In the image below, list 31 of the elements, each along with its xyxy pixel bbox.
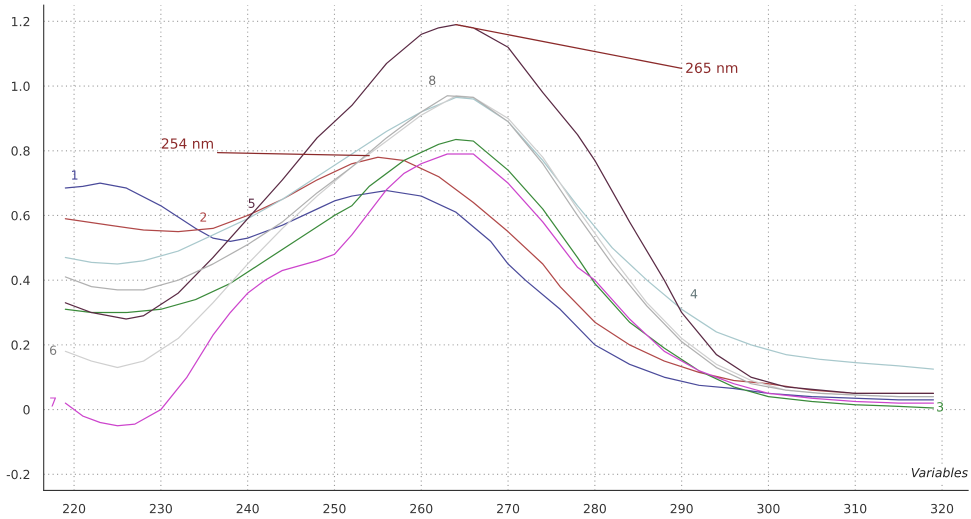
series-label: 8 <box>429 76 436 86</box>
x-tick-label: 300 <box>757 504 780 514</box>
series-label: 4 <box>690 289 698 298</box>
series-label: 3 <box>937 402 944 412</box>
x-tick-label: 320 <box>931 504 954 514</box>
y-tick-label: 0.4 <box>11 276 30 286</box>
y-tick-label: 0.2 <box>11 340 30 350</box>
annotation: 254 nm <box>162 138 213 149</box>
line-series <box>64 24 934 394</box>
series-label: 1 <box>72 170 78 180</box>
x-tick-label: 280 <box>584 504 606 514</box>
y-tick-label: 1.0 <box>12 82 30 91</box>
x-axis-title: Variables <box>912 468 968 478</box>
series-label: 6 <box>50 346 56 355</box>
x-tick-label: 250 <box>323 504 346 514</box>
y-tick-label: -0.2 <box>6 470 30 480</box>
series-label: 2 <box>200 212 206 222</box>
y-tick-label: 0.6 <box>11 210 30 220</box>
y-tick-label: 1.2 <box>12 16 30 26</box>
y-tick-label: 0 <box>23 405 30 415</box>
x-tick-label: 230 <box>150 504 172 514</box>
x-tick-label: 260 <box>410 504 432 514</box>
x-tick-label: 290 <box>670 504 693 514</box>
series-label: 5 <box>248 198 255 208</box>
y-tick-label: 0.8 <box>11 146 30 156</box>
x-tick-label: 240 <box>236 504 259 514</box>
series-label: 7 <box>50 397 56 407</box>
x-tick-label: 270 <box>497 504 520 514</box>
annotation: 265 nm <box>686 62 738 74</box>
x-tick-label: 310 <box>844 504 866 514</box>
x-tick-label: 220 <box>63 504 86 514</box>
